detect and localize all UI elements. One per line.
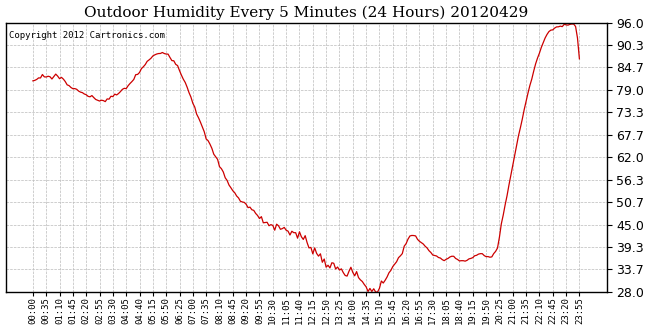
Title: Outdoor Humidity Every 5 Minutes (24 Hours) 20120429: Outdoor Humidity Every 5 Minutes (24 Hou… bbox=[84, 6, 528, 20]
Text: Copyright 2012 Cartronics.com: Copyright 2012 Cartronics.com bbox=[8, 31, 164, 40]
